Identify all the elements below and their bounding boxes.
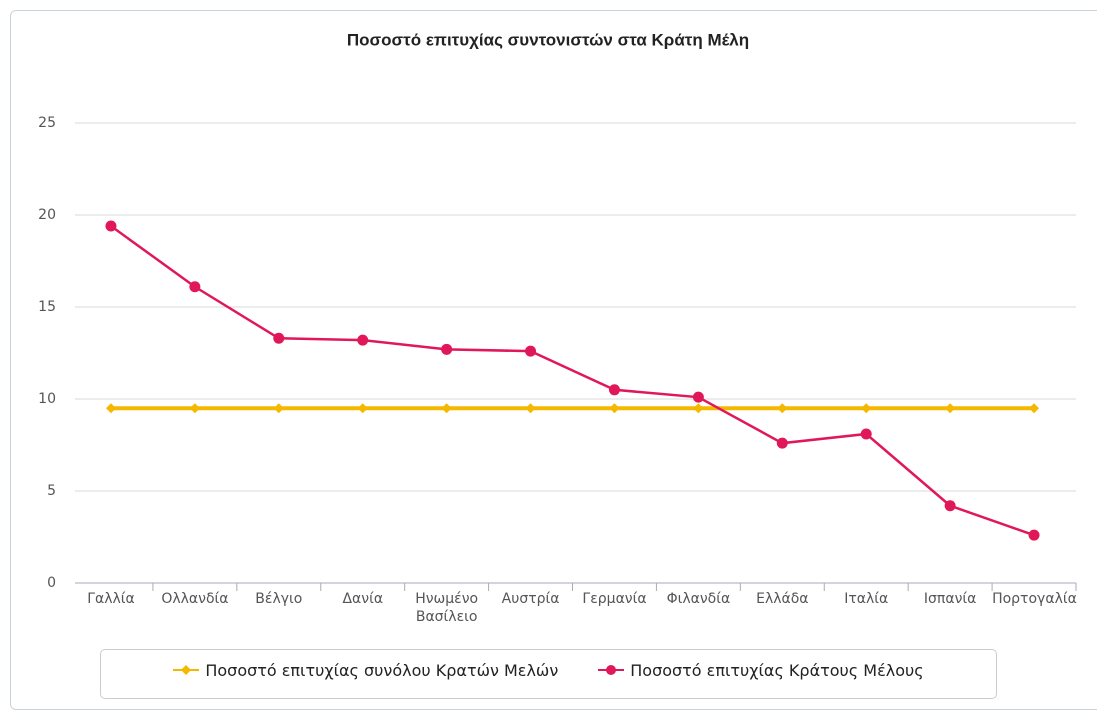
series-line <box>110 225 1035 537</box>
legend-icon <box>173 665 200 675</box>
point-marker <box>189 281 201 293</box>
x-tick-label: Ελλάδα <box>756 591 809 607</box>
page: {"chart_data": {"type": "line", "title":… <box>10 10 1097 710</box>
legend-label: Ποσοστό επιτυχίας Κράτους Μέλους <box>630 660 924 680</box>
legend-marker <box>181 665 192 675</box>
legend-item[interactable]: Ποσοστό επιτυχίας Κράτους Μέλους <box>598 660 924 680</box>
point-marker <box>441 403 452 414</box>
x-tick-label: Πορτογαλία <box>992 591 1077 607</box>
point-marker <box>1028 529 1040 541</box>
point-marker <box>105 220 117 232</box>
point-marker <box>105 403 116 414</box>
legend-item[interactable]: Ποσοστό επιτυχίας συνόλου Κρατών Μελών <box>173 660 558 680</box>
point-marker <box>273 403 284 414</box>
x-tick-label: Αυστρία <box>501 591 560 607</box>
point-marker <box>608 384 620 396</box>
x-tick-label: Φιλανδία <box>666 591 731 607</box>
legend-icon <box>598 665 625 675</box>
y-tick-label: 20 <box>38 207 56 223</box>
point-marker <box>441 343 453 355</box>
point-marker <box>273 332 285 344</box>
y-tick-label: 25 <box>38 115 56 131</box>
point-marker <box>189 403 200 414</box>
point-marker <box>1029 403 1040 414</box>
legend: Ποσοστό επιτυχίας συνόλου Κρατών Μελών Πο… <box>100 649 997 699</box>
y-tick-label: 10 <box>38 391 56 407</box>
y-tick-label: 5 <box>47 483 56 499</box>
x-tick-label: Δανία <box>342 591 384 607</box>
point-marker <box>860 428 872 440</box>
x-tick-label: Γαλλία <box>87 591 135 607</box>
x-tick-label: Ισπανία <box>923 591 977 607</box>
point-marker <box>861 403 872 414</box>
point-marker <box>944 500 956 512</box>
point-marker <box>525 403 536 414</box>
chart: Ποσοστό επιτυχίας συντονιστών στα Κράτη … <box>38 30 1077 591</box>
point-marker <box>692 391 704 403</box>
chart-title: Ποσοστό επιτυχίας συντονιστών στα Κράτη … <box>347 30 749 49</box>
legend-label: Ποσοστό επιτυχίας συνόλου Κρατών Μελών <box>205 660 559 680</box>
legend-marker <box>606 665 617 675</box>
x-tick-label: Βέλγιο <box>255 591 303 607</box>
point-marker <box>776 437 788 449</box>
point-marker <box>945 403 956 414</box>
point-marker <box>525 345 537 357</box>
x-tick-label: Γερμανία <box>582 591 647 607</box>
point-marker <box>357 403 368 414</box>
x-tick-label: Ηνωμένο Βασίλειο <box>415 591 479 625</box>
point-marker <box>693 403 704 414</box>
point-marker <box>357 334 369 346</box>
y-tick-label: 15 <box>38 299 56 315</box>
point-marker <box>777 403 788 414</box>
point-marker <box>609 403 620 414</box>
x-tick-label: Ιταλία <box>844 591 889 607</box>
y-tick-label: 0 <box>47 575 56 591</box>
x-tick-label: Ολλανδία <box>161 591 229 607</box>
